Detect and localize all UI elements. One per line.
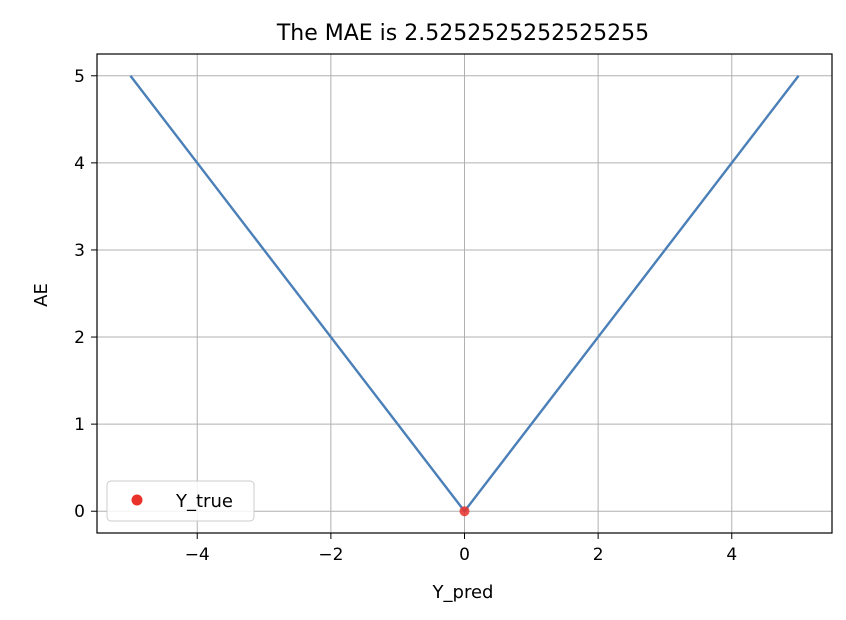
y-tick-label: 2	[74, 328, 85, 348]
y-tick-label: 3	[74, 241, 85, 261]
x-axis-label: Y_pred	[432, 582, 494, 603]
y-axis-label: AE	[31, 283, 52, 307]
legend-marker-y-true	[131, 494, 143, 506]
series-layer	[129, 75, 800, 517]
x-tick-label: −4	[185, 545, 210, 565]
scatter-point	[459, 506, 470, 517]
legend-label-y-true: Y_true	[175, 491, 233, 512]
tick-layer: −4 −2 0 2 4 0 1 2 3 4 5	[74, 67, 737, 565]
y-tick-label: 0	[74, 502, 85, 522]
x-tick-label: 2	[593, 545, 604, 565]
y-tick-label: 5	[74, 67, 85, 87]
legend-box	[106, 480, 255, 522]
x-tick-label: 0	[459, 545, 470, 565]
legend: Y_true	[106, 480, 255, 522]
x-tick-label: 4	[726, 545, 737, 565]
chart-title: The MAE is 2.5252525252525255	[276, 21, 649, 46]
y-tick-label: 4	[74, 154, 85, 174]
y-tick-label: 1	[74, 415, 85, 435]
grid-lines	[97, 54, 832, 533]
x-tick-label: −2	[318, 545, 343, 565]
